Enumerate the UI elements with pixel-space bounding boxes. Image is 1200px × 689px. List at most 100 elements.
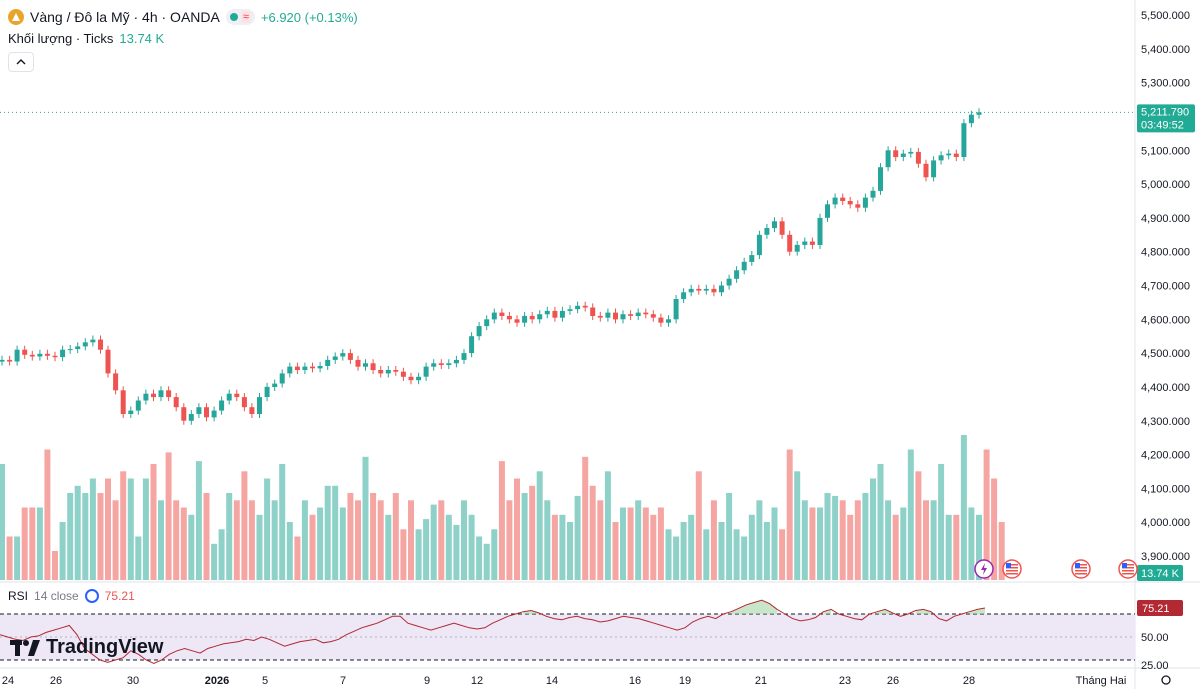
candle-body (22, 349, 28, 355)
candle-body (476, 326, 482, 337)
flag-canton (1075, 563, 1080, 568)
volume-bar (355, 500, 361, 581)
candle-body (552, 310, 558, 318)
candle-body (968, 114, 974, 124)
volume-bar (89, 478, 96, 580)
rsi-value: 75.21 (104, 589, 135, 603)
candle-body (666, 319, 671, 323)
candle-body (643, 312, 649, 315)
y-tick-label: 4,700.000 (1141, 281, 1190, 293)
symbol-title[interactable]: Vàng / Đô la Mỹ · 4h · OANDA (30, 9, 220, 25)
volume-bar (468, 514, 475, 581)
volume-bar (301, 500, 308, 581)
candle-body (105, 349, 111, 374)
candle-body (628, 314, 634, 316)
y-tick-label: 5,000.000 (1141, 179, 1190, 191)
volume-bar (324, 485, 331, 581)
y-tick-label: 5,300.000 (1141, 78, 1190, 90)
tradingview-logo[interactable]: TradingView (10, 636, 163, 659)
candle-body (287, 366, 293, 374)
y-tick-label: 4,100.000 (1141, 483, 1190, 495)
volume-bar (218, 529, 225, 581)
volume-bar (165, 452, 172, 580)
collapse-legend-button[interactable] (8, 52, 34, 72)
rsi-label[interactable]: RSI (8, 589, 29, 603)
sync-icon[interactable] (84, 589, 99, 603)
flag-stripe (1122, 573, 1134, 575)
volume-bar (279, 464, 286, 580)
candle-body (151, 393, 156, 398)
candle-body (976, 112, 982, 115)
candle-body (37, 353, 43, 357)
volume-bar (233, 500, 240, 581)
x-tick-label: 9 (424, 675, 430, 687)
y-tick-label: 4,300.000 (1141, 416, 1190, 428)
volume-value: 13.74 K (119, 31, 165, 46)
candle-body (52, 355, 58, 358)
volume-bar (82, 493, 89, 580)
market-status-badge[interactable]: ≈ (225, 9, 255, 25)
volume-bar (142, 478, 149, 580)
volume-bar (991, 478, 998, 580)
volume-bar (188, 514, 195, 581)
volume-bar (673, 536, 680, 580)
volume-bar (817, 507, 823, 580)
volume-bar (332, 485, 339, 581)
candle-body (446, 363, 452, 365)
flag-stripe (1122, 567, 1134, 569)
candle-body (491, 312, 497, 320)
candle-body (431, 363, 437, 367)
x-tick-label: 16 (629, 675, 641, 687)
volume-bar (241, 471, 248, 581)
volume-bar (347, 493, 354, 580)
volume-bar (650, 514, 657, 581)
volume-bar (36, 507, 43, 580)
volume-bar (953, 514, 960, 581)
y-tick-label: 4,500.000 (1141, 348, 1190, 360)
volume-bar (453, 524, 460, 580)
candle-body (802, 241, 808, 245)
candle-body (529, 315, 535, 320)
volume-bar (438, 500, 445, 581)
candle-body (514, 319, 520, 323)
volume-legend: Khối lượng · Ticks 13.74 K (8, 31, 164, 46)
volume-bar (6, 536, 13, 580)
candle-body (294, 366, 300, 370)
volume-bar (150, 464, 157, 580)
candle-body (181, 407, 187, 421)
candle-body (794, 244, 800, 252)
candle-body (582, 305, 588, 308)
candle-body (257, 397, 262, 414)
flag-canton (1122, 563, 1127, 568)
candle-body (416, 376, 422, 381)
volume-bar (688, 514, 695, 581)
candle-body (204, 407, 209, 418)
volume-label[interactable]: Khối lượng · Ticks (8, 31, 114, 46)
volume-bar (544, 500, 551, 581)
volume-bar (203, 493, 210, 580)
candle-body (862, 197, 868, 208)
volume-bar (786, 449, 793, 580)
volume-bar (135, 536, 142, 580)
candle-body (734, 270, 740, 279)
candle-body (249, 407, 255, 414)
x-tick-label: 28 (963, 675, 975, 687)
candle-body (332, 356, 338, 360)
candle-body (484, 319, 490, 327)
volume-bar (763, 522, 770, 580)
candle-body (188, 414, 194, 421)
volume-bar (317, 507, 324, 580)
volume-bar (854, 500, 861, 581)
volume-bar (294, 536, 301, 580)
volume-bar (498, 461, 505, 580)
volume-bar (158, 500, 164, 581)
candle-body (575, 305, 581, 310)
us-flag-icon (1002, 559, 1022, 579)
volume-bar (256, 514, 263, 581)
volume-bar (620, 507, 626, 580)
volume-bar (59, 522, 66, 580)
volume-bar (392, 493, 399, 580)
candle-body (567, 309, 573, 311)
lightning-glyph (981, 563, 987, 575)
